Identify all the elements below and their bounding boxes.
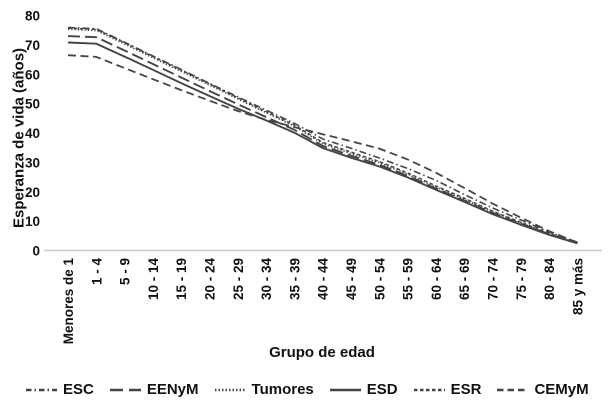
y-tick-label: 70: [25, 38, 40, 53]
y-tick-label: 0: [32, 244, 40, 259]
legend-item-ESD: ESD: [329, 381, 398, 398]
x-tick-label: 10 - 14: [146, 258, 161, 301]
x-tick-label: 50 - 54: [372, 258, 387, 301]
legend-swatch-solid-line: [329, 388, 361, 391]
series-line-EENyM: [67, 35, 578, 245]
legend-swatch-dotted-line: [214, 388, 246, 391]
legend: ESC EENyM Tumores ESD ESR CEMyM: [26, 381, 589, 398]
x-tick-label: 30 - 34: [259, 258, 274, 301]
x-tick-label: 25 - 29: [231, 258, 246, 300]
legend-item-ESC: ESC: [26, 381, 94, 398]
series-line-ESR: [67, 27, 578, 244]
y-tick-label: 30: [25, 155, 40, 170]
x-tick-label: 55 - 59: [401, 258, 416, 300]
x-tick-label: 65 - 69: [457, 258, 472, 300]
legend-label-ESC: ESC: [63, 381, 94, 398]
legend-label-Tumores: Tumores: [251, 381, 314, 398]
x-tick-label: 15 - 19: [174, 258, 189, 300]
legend-item-EENyM: EENyM: [109, 381, 199, 398]
x-tick-label: 80 - 84: [542, 258, 557, 301]
x-tick-label: 5 - 9: [118, 258, 133, 285]
legend-label-ESD: ESD: [366, 381, 398, 398]
x-tick-label: 1 - 4: [89, 258, 104, 286]
x-tick-label: 70 - 74: [486, 258, 501, 301]
x-tick-label: 60 - 64: [429, 258, 444, 301]
y-tick-label: 50: [25, 97, 40, 112]
y-tick-label: 40: [25, 126, 40, 141]
x-tick-label: 40 - 44: [316, 258, 331, 301]
legend-item-ESR: ESR: [413, 381, 482, 398]
series-line-ESD: [67, 41, 578, 245]
x-tick-label: 35 - 39: [287, 258, 302, 300]
y-tick-label: 10: [25, 214, 40, 229]
x-tick-label: 85 y más: [570, 258, 585, 315]
legend-swatch-long-dash-line: [109, 388, 141, 391]
x-tick-label: 75 - 79: [514, 258, 529, 300]
y-tick-label: 80: [25, 9, 40, 24]
x-tick-label: 20 - 24: [203, 258, 218, 301]
y-tick-label: 60: [25, 67, 40, 82]
y-axis-title: Esperanza de vida (años): [10, 47, 28, 229]
y-tick-label: 20: [25, 185, 40, 200]
legend-item-CEMyM: CEMyM: [497, 381, 589, 398]
x-axis-title: Grupo de edad: [269, 344, 375, 361]
legend-label-ESR: ESR: [450, 381, 482, 398]
legend-item-Tumores: Tumores: [214, 381, 314, 398]
x-tick-label: Menores de 1: [61, 258, 76, 345]
legend-swatch-medium-dash-line: [497, 388, 529, 391]
legend-label-CEMyM: CEMyM: [534, 381, 589, 398]
series-line-Tumores: [67, 28, 578, 244]
series-line-CEMyM: [67, 54, 578, 244]
x-tick-label: 45 - 49: [344, 258, 359, 300]
legend-swatch-dash-dot-line: [26, 388, 57, 391]
plot-area: 0 10 20 30 40 50 60 70 80 Menores de 1 1 - 4 5 - 9 1…: [25, 9, 602, 345]
legend-swatch-small-dash-line: [413, 388, 445, 391]
legend-label-EENyM: EENyM: [146, 381, 199, 398]
